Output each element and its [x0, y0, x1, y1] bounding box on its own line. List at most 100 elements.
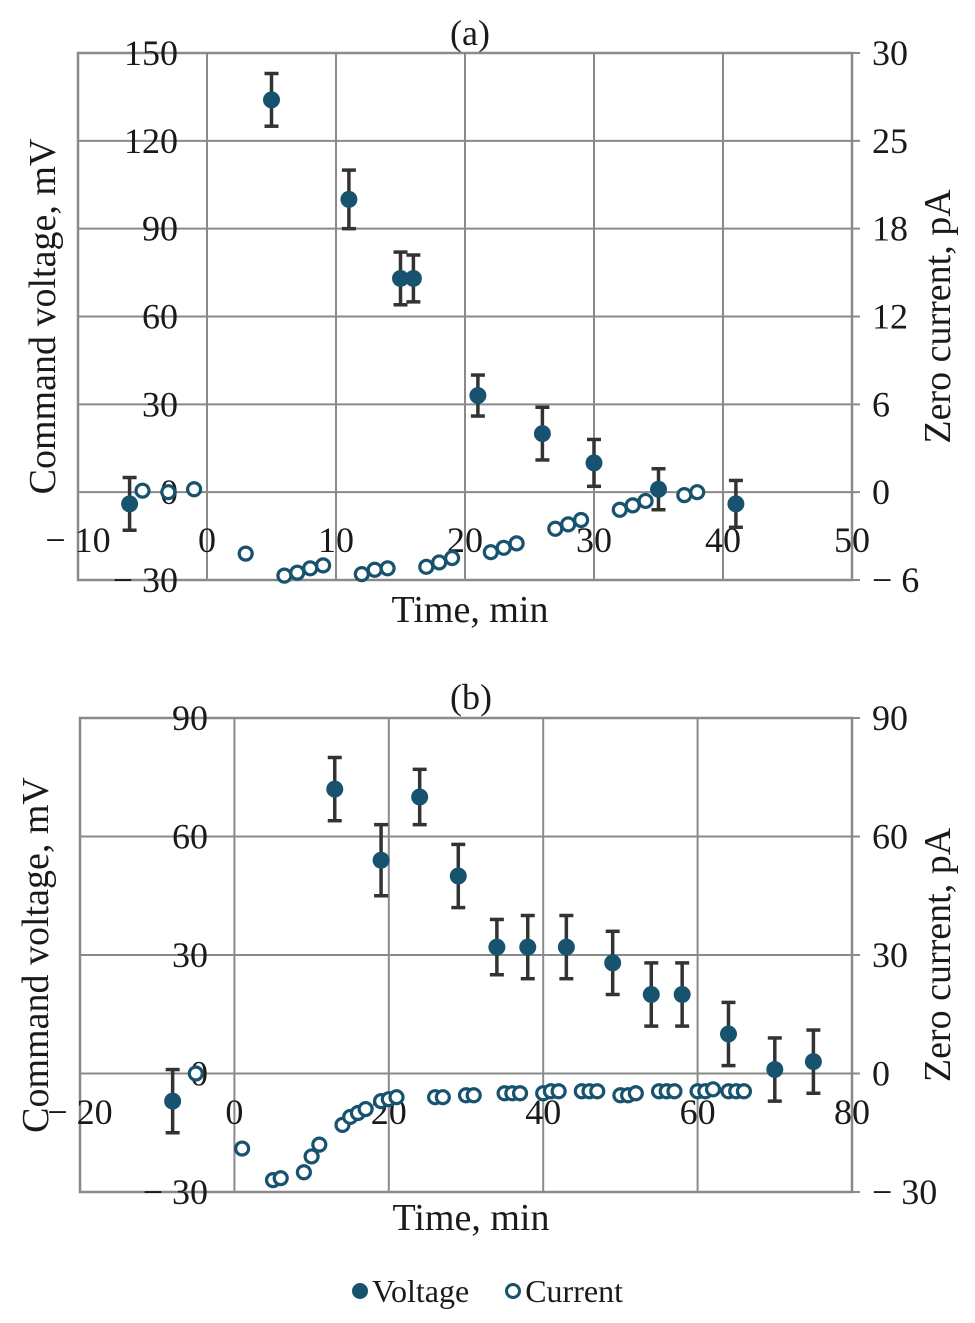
voltage-point	[585, 454, 603, 472]
current-point	[418, 558, 435, 575]
y-tick-label: 90	[172, 698, 208, 738]
current-point	[444, 549, 461, 567]
voltage-point	[340, 190, 358, 208]
current-point	[637, 492, 654, 510]
current-point	[187, 1065, 204, 1082]
current-point	[434, 1089, 451, 1106]
voltage-point	[719, 1025, 737, 1043]
x-tick-label: 80	[834, 1092, 870, 1132]
current-point	[303, 1148, 320, 1165]
voltage-point	[411, 788, 429, 806]
voltage-point	[519, 938, 537, 956]
current-point	[511, 1085, 529, 1102]
current-point	[550, 1083, 567, 1100]
y-tick-label: 60	[172, 817, 208, 857]
legend-label-voltage: Voltage	[372, 1272, 470, 1309]
x-tick-label: 10	[318, 520, 354, 560]
current-point	[134, 482, 151, 499]
voltage-point	[326, 780, 344, 798]
voltage-point	[449, 867, 467, 885]
y-right-tick-label: 6	[872, 384, 890, 424]
current-point	[388, 1089, 405, 1106]
panel-a-chart: (a)− 10010203040501501209060300− 3030251…	[22, 13, 959, 631]
y-right-tick-label: 30	[872, 935, 908, 975]
x-tick-label: 0	[225, 1092, 243, 1132]
current-point	[186, 481, 203, 498]
voltage-point	[673, 986, 691, 1003]
x-tick-label: − 10	[45, 520, 110, 560]
current-point	[357, 1100, 374, 1118]
current-point	[611, 501, 628, 518]
y-tick-label: 30	[172, 935, 208, 975]
y-tick-label: 60	[142, 297, 178, 337]
panel-title: (a)	[450, 13, 490, 53]
voltage-point	[121, 495, 139, 513]
open-circle-icon	[505, 1283, 522, 1299]
x-tick-label: 0	[198, 520, 216, 560]
current-point	[276, 567, 293, 584]
voltage-point	[604, 954, 622, 972]
current-point	[431, 554, 448, 571]
current-point	[589, 1083, 606, 1100]
voltage-point	[533, 425, 551, 443]
y-right-tick-label: 25	[872, 121, 908, 161]
y-right-tick-label: 30	[872, 33, 908, 73]
y-axis-label: Command voltage, mV	[15, 777, 57, 1133]
current-point	[302, 560, 319, 577]
voltage-point	[804, 1053, 822, 1071]
voltage-point	[766, 1061, 784, 1079]
plot-frame	[78, 716, 854, 1194]
voltage-point	[164, 1092, 182, 1110]
panel-title: (b)	[450, 677, 492, 717]
current-point	[366, 561, 383, 578]
y-right-tick-label: − 6	[872, 560, 919, 600]
voltage-point	[392, 269, 409, 287]
current-point	[237, 545, 254, 562]
current-point	[704, 1081, 722, 1098]
voltage-point	[488, 938, 506, 956]
voltage-point	[642, 986, 660, 1003]
current-point	[627, 1085, 644, 1102]
current-point	[160, 484, 177, 501]
current-point	[495, 539, 512, 556]
current-point	[689, 484, 706, 501]
current-point	[676, 486, 693, 504]
y-tick-label: 120	[124, 121, 178, 161]
current-point	[508, 535, 525, 552]
current-point	[289, 564, 306, 581]
plot-frame	[76, 51, 854, 582]
current-point	[315, 557, 332, 574]
y-right-tick-label: 90	[872, 698, 908, 738]
legend: Voltage Current	[0, 1270, 975, 1310]
y-right-tick-label: − 30	[872, 1172, 937, 1212]
current-point	[272, 1170, 289, 1187]
current-point	[666, 1083, 683, 1100]
y-right-tick-label: 12	[872, 297, 908, 337]
y-tick-label: 30	[142, 384, 178, 424]
current-point	[624, 497, 641, 514]
current-point	[311, 1136, 328, 1153]
x-axis-label: Time, min	[392, 589, 549, 631]
current-point	[295, 1164, 312, 1181]
legend-item-voltage: Voltage	[352, 1273, 469, 1310]
voltage-point	[404, 269, 422, 287]
x-tick-label: − 20	[47, 1092, 112, 1132]
y-axis-label: Command voltage, mV	[22, 138, 64, 494]
y-tick-label: 150	[124, 33, 178, 73]
voltage-point	[557, 938, 575, 956]
current-point	[482, 544, 499, 561]
y-right-tick-label: 0	[872, 1054, 890, 1094]
y-right-axis-label: Zero current, pA	[917, 827, 959, 1082]
y-right-axis-label: Zero current, pA	[917, 189, 959, 444]
voltage-point	[263, 91, 280, 109]
current-point	[560, 516, 577, 533]
current-point	[353, 566, 370, 583]
y-tick-label: 90	[142, 209, 178, 249]
voltage-point	[372, 851, 390, 869]
current-point	[234, 1140, 251, 1157]
current-point	[735, 1083, 753, 1100]
legend-item-current: Current	[505, 1273, 623, 1310]
filled-circle-icon	[352, 1283, 369, 1299]
